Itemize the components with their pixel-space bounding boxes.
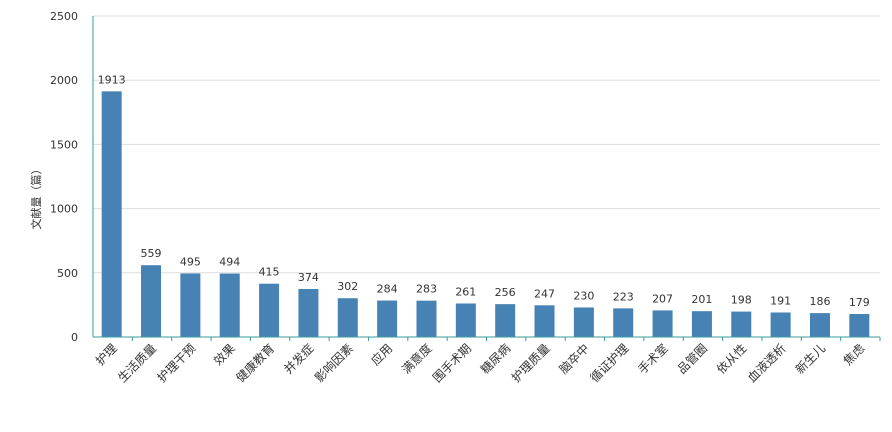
data-label: 494 [219,256,240,269]
data-label: 302 [337,280,358,293]
data-labels: 1913 559 495 494 415 374 302 284 283 261 256 247 230… [98,73,870,309]
bar [298,288,319,337]
data-label: 207 [652,292,673,305]
data-label: 283 [416,283,437,296]
y-tick-label: 2500 [50,10,78,23]
bar [180,273,201,337]
data-label: 201 [691,293,712,306]
x-tick-label: 血液透析 [744,341,789,386]
bar [377,300,398,337]
bar [495,304,516,337]
y-tick-label: 0 [71,331,78,344]
data-label: 198 [731,294,752,307]
y-tick-label: 1000 [50,203,78,216]
data-label: 230 [573,289,594,302]
x-tick-label: 护理 [93,341,120,368]
data-label: 1913 [98,73,126,86]
x-tick-label: 脑卒中 [556,341,592,377]
bar [613,308,634,337]
x-tick-label: 效果 [210,341,238,369]
x-tick-label: 新生儿 [792,341,828,377]
y-tick-label: 500 [57,267,78,280]
x-tick-label: 应用 [368,341,396,369]
bar [691,311,712,337]
x-tick-label: 品管圈 [674,341,710,377]
x-tick-label: 围手术期 [430,341,474,385]
bar [809,313,830,337]
x-tick-label: 循证护理 [587,341,631,385]
data-label: 559 [141,247,162,260]
grid-lines [93,15,880,274]
data-label: 247 [534,287,555,300]
x-axis: 护理生活质量护理干预 效果健康教育 并发症影响因素 应用 满意度围手术期 糖尿病护理质量脑… [93,336,881,386]
x-tick-label: 并发症 [280,341,316,377]
bars [101,91,870,338]
bar [652,310,673,337]
x-tick-label: 护理质量 [509,341,553,385]
bar [219,273,240,337]
bar [534,305,555,337]
bar [141,265,162,337]
y-axis-title: 文献量（篇） [29,164,43,230]
data-label: 261 [455,285,476,298]
data-label: 191 [770,294,791,307]
data-label: 284 [377,283,398,296]
bar [101,91,122,338]
bar [731,311,752,337]
bar [416,300,437,337]
bar [770,312,791,337]
y-tick-label: 2000 [50,74,78,87]
data-label: 223 [613,290,634,303]
bar [337,298,358,337]
bar [259,283,280,337]
y-tick-label: 1500 [50,138,78,151]
x-tick-label: 手术室 [635,341,671,377]
data-label: 374 [298,271,319,284]
x-tick-label: 满意度 [399,341,435,377]
x-tick-label: 糖尿病 [477,341,513,377]
y-axis: 0 500 1000 1500 2000 2500 [50,10,94,344]
bar [455,303,476,337]
data-label: 495 [180,255,201,268]
x-tick-label: 护理干预 [155,341,199,385]
x-tick-label: 焦虑 [841,341,868,368]
data-label: 256 [495,286,516,299]
bar [573,307,594,337]
x-tick-label: 依从性 [713,341,749,377]
bar [849,314,870,337]
x-tick-label: 生活质量 [115,341,159,385]
x-tick-label: 健康教育 [233,341,278,386]
data-label: 415 [259,266,280,279]
x-tick-label: 影响因素 [311,341,356,386]
data-label: 186 [809,295,830,308]
data-label: 179 [849,296,870,309]
